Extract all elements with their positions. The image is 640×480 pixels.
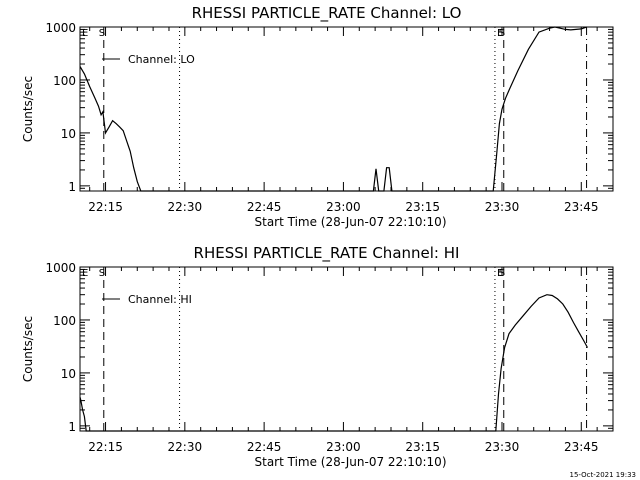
chart-panel-lo: RHESSI PARTICLE_RATE Channel: LO 1 10 100 10… [21,4,614,229]
x-tick-label: 23:15 [405,200,440,214]
x-tick-label: 22:30 [168,440,203,454]
event-marker-label: E [82,268,88,279]
y-axis-label: Counts/sec [21,316,35,382]
x-tick-label: 22:45 [247,200,282,214]
event-marker-label: S [499,28,505,39]
series-line [79,294,589,432]
event-marker-label: S [99,28,105,39]
plot-frame [79,266,614,432]
event-marker-label: S [499,268,505,279]
y-tick-label: 1 [68,180,76,194]
x-axis: 22:15 22:30 22:45 23:00 23:15 23:30 23:45 [88,27,599,214]
event-marker-label: S [99,268,105,279]
x-tick-label: 23:45 [564,200,599,214]
chart-title: RHESSI PARTICLE_RATE Channel: HI [194,244,460,263]
y-tick-label: 10 [61,127,76,141]
plot-frame [79,26,614,192]
x-tick-label: 23:00 [326,440,361,454]
x-axis-label: Start Time (28-Jun-07 22:10:10) [255,215,447,229]
y-tick-label: 100 [53,74,76,88]
x-tick-label: 23:30 [485,440,520,454]
chart-title: RHESSI PARTICLE_RATE Channel: LO [192,4,462,23]
x-tick-label: 22:15 [88,200,123,214]
y-tick-label: 1000 [45,21,76,35]
event-marker-label: E [497,268,503,279]
y-axis-label: Counts/sec [21,76,35,142]
x-tick-label: 22:15 [88,440,123,454]
x-tick-label: 22:30 [168,200,203,214]
chart-panel-hi: RHESSI PARTICLE_RATE Channel: HI 1 10 100 10… [21,244,614,469]
series-line [79,26,587,192]
y-tick-label: 100 [53,314,76,328]
legend-label: Channel: HI [128,293,192,306]
y-axis: 1 10 100 1000 [45,21,613,194]
x-tick-label: 23:15 [405,440,440,454]
event-marker-label: E [497,28,503,39]
y-tick-label: 10 [61,367,76,381]
legend-label: Channel: LO [128,53,195,66]
event-marker-label: E [82,28,88,39]
footer-date-stamp: 15-Oct-2021 19:33 [570,471,636,479]
x-axis: 22:15 22:30 22:45 23:00 23:15 23:30 23:45 [88,267,599,454]
y-axis: 1 10 100 1000 [45,261,613,434]
x-tick-label: 23:30 [485,200,520,214]
y-tick-label: 1000 [45,261,76,275]
x-tick-label: 23:00 [326,200,361,214]
y-tick-label: 1 [68,420,76,434]
x-tick-label: 22:45 [247,440,282,454]
x-axis-label: Start Time (28-Jun-07 22:10:10) [255,455,447,469]
x-tick-label: 23:45 [564,440,599,454]
